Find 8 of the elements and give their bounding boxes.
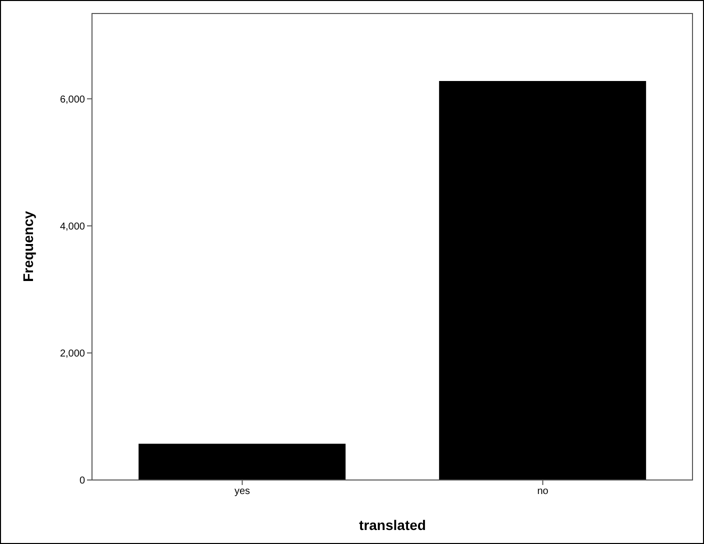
x-tick-label: yes — [234, 486, 250, 498]
y-tick-label: 0 — [79, 476, 86, 487]
x-axis-title: translated — [359, 517, 426, 533]
y-tick-label: 4,000 — [60, 221, 86, 232]
y-tick-label: 2,000 — [60, 348, 86, 360]
y-axis-title: Frequency — [20, 210, 36, 282]
x-tick-label: no — [537, 486, 549, 498]
y-tick-label: 6,000 — [60, 94, 86, 106]
